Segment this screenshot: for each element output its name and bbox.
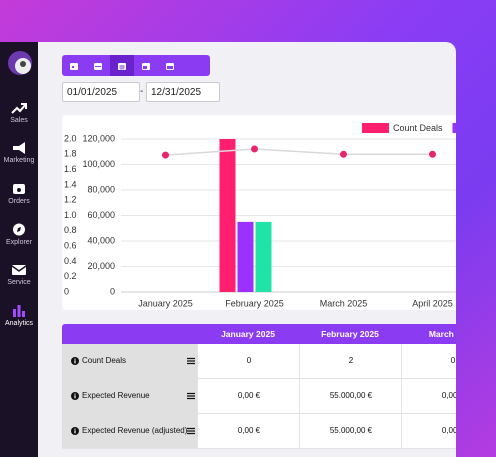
legend-swatch [362,123,389,133]
nav-label: Orders [8,198,30,205]
row-header: Expected Revenue [62,379,197,413]
nav-explorer[interactable]: Explorer [0,223,38,246]
nav-orders[interactable]: Orders [0,183,38,205]
y2-tick-label: 120,000 [82,133,115,143]
y2-tick-label: 100,000 [82,159,115,169]
row-header: Count Deals [62,344,197,378]
icon [13,305,25,317]
table-cell: 0 [401,344,456,378]
avatar[interactable] [7,50,33,76]
date-separator: - [140,86,144,97]
menu-icon[interactable] [187,357,195,365]
point [251,145,258,153]
point [429,150,436,158]
info-icon [71,427,79,435]
y-tick-label: 2.0 [64,133,77,143]
row-header: Expected Revenue (adjusted) [62,414,197,448]
y-tick-label: 1.8 [64,149,77,159]
table-row: Expected Revenue (adjusted) 0,00 €55.000,… [62,414,456,449]
icon [13,184,25,194]
period-button[interactable] [158,55,182,76]
nav-label: Marketing [3,157,35,164]
nav-analytics[interactable]: Analytics [0,304,38,327]
nav-label: Sales [10,117,28,124]
point [162,151,169,159]
bar [237,221,254,292]
y-tick-label: 0.8 [64,225,77,235]
icon [13,142,25,154]
y-tick-label: 1.0 [64,210,77,220]
icon [13,223,25,236]
y-tick-label: 0 [64,286,69,296]
y2-tick-label: 0 [110,286,115,296]
y-tick-label: 1.4 [64,179,77,189]
icon [11,265,27,275]
data-table: January 2025 February 2025 March 2025 Count… [62,324,456,449]
period-button[interactable] [62,55,86,76]
x-tick-label: January 2025 [138,298,193,308]
period-button[interactable] [134,55,158,76]
line [165,148,433,156]
y2-tick-label: 80,000 [87,184,115,194]
chart: 0 0.2 0.4 0.6 0.8 1.0 1.2 1.4 1.6 1.8 2.0 0 20,000 40… [64,123,456,308]
y2-tick-label: 60,000 [87,210,115,220]
table-row: Count Deals 0 2 0 [62,344,456,379]
table-cell: 0,00 € [401,414,456,448]
y2-tick-label: 40,000 [87,235,115,245]
table-cell: 2 [299,344,402,378]
info-icon [71,392,79,400]
period-toolbar [62,55,210,76]
icon [11,103,27,114]
table-cell: 0,00 € [197,379,300,413]
y-tick-label: 1.2 [64,195,77,205]
end-date-input[interactable]: 12/31/2025 [146,82,220,102]
row-label: Expected Revenue [82,391,150,400]
menu-icon[interactable] [187,427,195,435]
y-tick-label: 0.6 [64,240,77,250]
info-icon [71,357,79,365]
x-tick-label: February 2025 [225,298,284,308]
chart-card: 0 0.2 0.4 0.6 0.8 1.0 1.2 1.4 1.6 1.8 2.0 0 20,000 40… [62,115,456,310]
period-button[interactable] [86,55,110,76]
x-tick-label: March 2025 [320,298,368,308]
row-label: Count Deals [82,356,127,365]
point [340,150,347,158]
table-cell: 55.000,00 € [299,414,402,448]
column-header: February 2025 [321,329,379,339]
row-label: Expected Revenue (adjusted) [82,426,188,435]
legend-swatch [452,123,456,133]
table-cell: 0,00 € [197,414,300,448]
y2-tick-label: 20,000 [87,261,115,271]
menu-icon[interactable] [187,392,195,400]
column-header: March 2025 [428,329,456,339]
sidebar: Sales Marketing Orders Explorer Service … [0,42,38,457]
y-tick-label: 1.6 [64,164,77,174]
app-window: Sales Marketing Orders Explorer Service … [0,42,456,457]
bar [219,139,236,292]
nav-sales[interactable]: Sales [0,102,38,124]
y-tick-label: 0.4 [64,256,77,266]
legend-label: Count Deals [393,123,443,133]
table-cell: 55.000,00 € [299,379,402,413]
table-cell: 0,00 € [401,379,456,413]
nav-service[interactable]: Service [0,264,38,286]
table-row: Expected Revenue 0,00 €55.000,00 €0,00 € [62,379,456,414]
period-button[interactable] [110,55,134,76]
table-cell: 0 [197,344,300,378]
x-tick-label: April 2025 [412,298,453,308]
y-tick-label: 0.2 [64,271,77,281]
nav-label: Analytics [4,320,33,327]
nav-label: Service [7,279,31,286]
start-date-input[interactable]: 01/01/2025 [62,82,140,102]
column-header: January 2025 [221,329,275,339]
table-header: January 2025 February 2025 March 2025 [62,324,456,344]
bar [255,221,272,292]
nav-label: Explorer [5,239,33,246]
nav-marketing[interactable]: Marketing [0,142,38,164]
